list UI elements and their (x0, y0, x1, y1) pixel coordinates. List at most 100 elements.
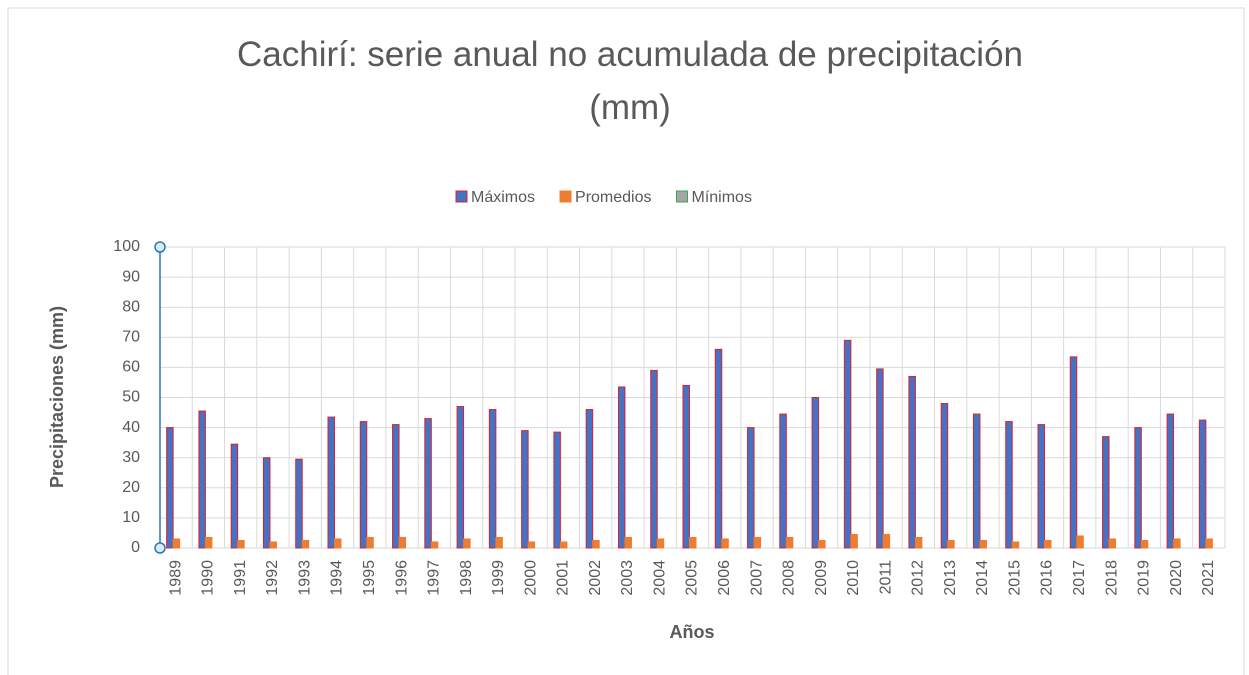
bar (1037, 424, 1045, 549)
bar (1205, 538, 1213, 549)
bar (1134, 427, 1142, 549)
x-tick-label: 1995 (361, 560, 378, 596)
x-tick-label: 1991 (232, 560, 249, 596)
x-tick-label: 1990 (200, 560, 217, 596)
bar (172, 538, 181, 549)
bar (1069, 356, 1078, 549)
bar (592, 539, 600, 549)
bar (1102, 436, 1110, 549)
x-tick-label: 2016 (1039, 560, 1056, 596)
bar (553, 431, 561, 549)
bar (527, 541, 536, 549)
x-tick-label: 1999 (490, 560, 507, 596)
x-tick-label: 2015 (1006, 560, 1023, 596)
bar (1044, 539, 1052, 549)
y-tick-label: 60 (122, 359, 140, 376)
bar (650, 369, 658, 549)
bar (295, 458, 303, 549)
y-tick-label: 20 (122, 479, 140, 496)
bar (882, 533, 891, 549)
x-tick-label: 2010 (845, 560, 862, 596)
x-tick-label: 2020 (1168, 560, 1185, 596)
x-axis-label: Años (670, 622, 715, 642)
bar (230, 443, 239, 549)
bar (1198, 419, 1207, 549)
bar (463, 538, 471, 549)
x-tick-label: 2019 (1136, 560, 1153, 596)
x-tick-label: 2018 (1103, 560, 1120, 596)
x-tick-label: 1994 (329, 560, 346, 596)
bar (1173, 538, 1181, 549)
y-tick-label: 30 (122, 449, 140, 466)
legend-label: Promedios (575, 189, 651, 206)
bar (1076, 535, 1084, 549)
x-tick-label: 2012 (910, 560, 927, 596)
x-tick-label: 2004 (651, 560, 668, 596)
bar (624, 536, 632, 549)
bar (785, 536, 794, 549)
x-tick-label: 2013 (942, 560, 959, 596)
bar (843, 339, 852, 549)
x-tick-label: 2002 (587, 560, 604, 596)
bar (495, 536, 503, 549)
bar (269, 541, 277, 549)
x-tick-label: 1996 (393, 560, 410, 596)
y-tick-label: 50 (122, 389, 140, 406)
bar (947, 539, 955, 549)
x-tick-label: 1997 (426, 560, 443, 596)
bar (818, 539, 826, 549)
legend-swatch (676, 190, 688, 203)
bar (488, 409, 497, 549)
x-tick-label: 1989 (167, 560, 184, 596)
legend-swatch (455, 190, 468, 203)
bar (327, 416, 335, 549)
bar (714, 348, 723, 549)
bar (979, 539, 987, 549)
legend-label: Mínimos (692, 189, 752, 206)
bar (521, 430, 529, 549)
x-tick-label: 2006 (716, 560, 733, 596)
x-tick-label: 2021 (1200, 560, 1217, 596)
y-axis-label: Precipitaciones (mm) (47, 306, 67, 488)
legend-label: Máximos (471, 189, 535, 206)
x-tick-label: 2009 (813, 560, 830, 596)
y-tick-label: 0 (131, 539, 140, 556)
x-tick-label: 2014 (974, 560, 991, 596)
bar (456, 406, 465, 549)
bar (850, 533, 858, 549)
bar (301, 539, 310, 549)
bar (876, 368, 884, 549)
x-tick-label: 1993 (296, 560, 313, 596)
y-tick-label: 100 (113, 238, 140, 255)
bar (424, 418, 432, 549)
bar (559, 541, 568, 549)
x-tick-label: 2007 (748, 560, 765, 596)
bar (753, 536, 762, 549)
x-tick-label: 1998 (458, 560, 475, 596)
chart-title: Cachirí: serie anual no acumulada de pre… (236, 35, 1023, 127)
bar (656, 538, 665, 549)
bar (908, 375, 916, 549)
x-tick-label: 2000 (522, 560, 539, 596)
x-tick-label: 2008 (781, 560, 798, 596)
bar (237, 539, 245, 549)
y-tick-label: 40 (122, 419, 140, 436)
bar (430, 541, 439, 549)
bar (1108, 538, 1117, 549)
bar (682, 384, 690, 549)
bar (398, 536, 407, 549)
bar (747, 427, 755, 549)
bar (204, 536, 213, 549)
bar (779, 413, 787, 549)
bar (262, 457, 271, 549)
bar (972, 413, 981, 549)
bar (617, 386, 626, 549)
bar (198, 410, 206, 549)
bar (689, 536, 697, 549)
bar (585, 409, 594, 549)
bar (721, 538, 729, 549)
y-tick-label: 10 (122, 509, 140, 526)
bar (166, 427, 174, 549)
